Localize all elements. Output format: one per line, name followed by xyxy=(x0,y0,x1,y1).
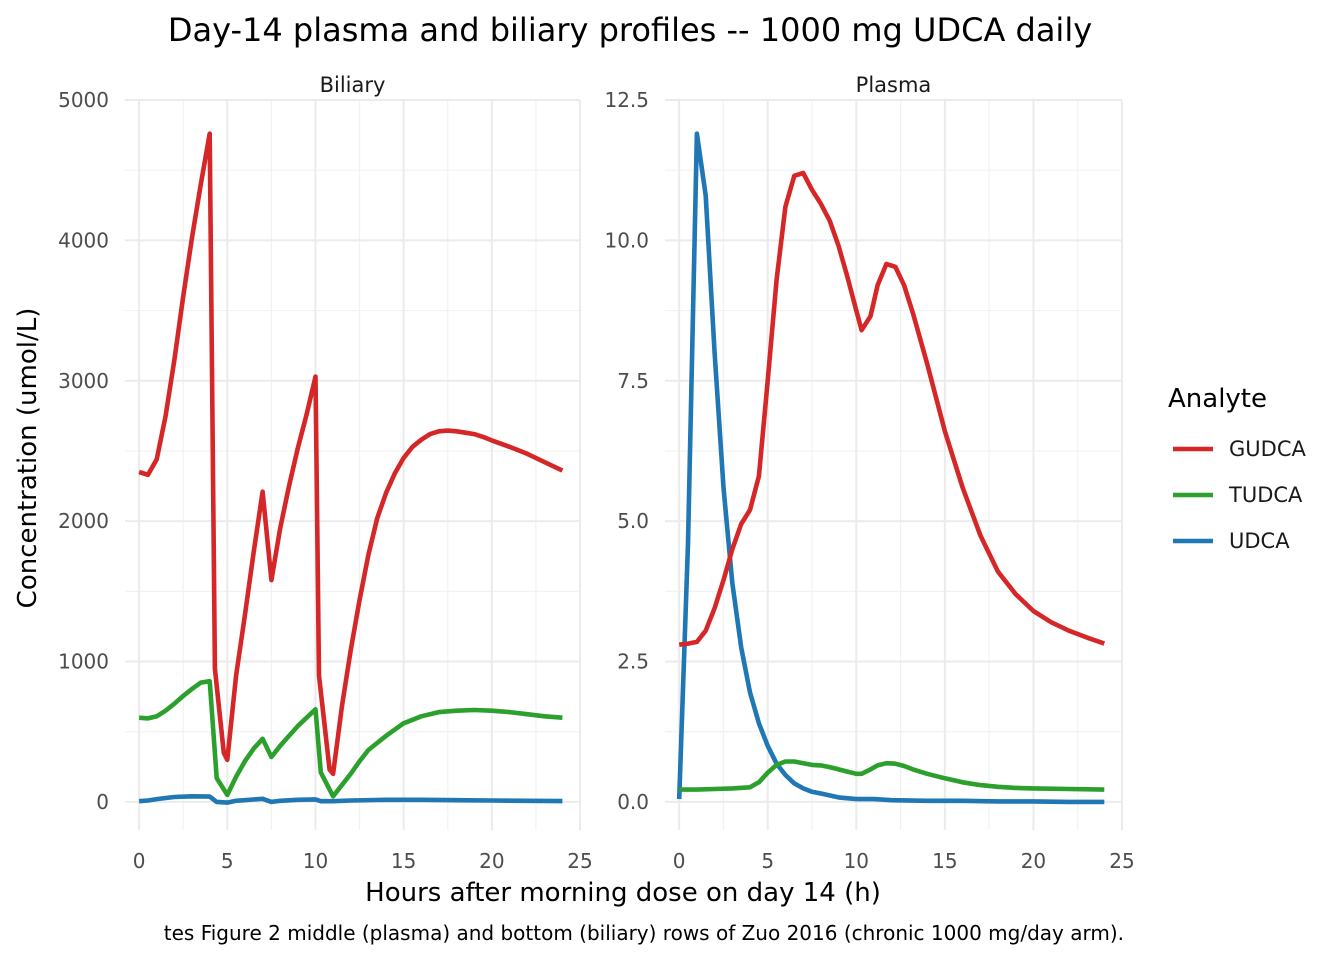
y-tick-label: 12.5 xyxy=(604,88,649,112)
legend-label-gudca: GUDCA xyxy=(1229,437,1306,461)
x-tick-label: 0 xyxy=(673,849,686,873)
panels: 0 5 10 15 20 25 0 1000 2000 3000 4000 5000 Biliary 0 5… xyxy=(58,73,1135,873)
strip-label-biliary: Biliary xyxy=(320,73,386,97)
x-tick-label: 15 xyxy=(932,849,957,873)
x-tick-label: 10 xyxy=(303,849,328,873)
panel-plasma: 0 5 10 15 20 25 0.0 2.5 5.0 7.5 10.0 12.5 Plasma xyxy=(604,73,1134,873)
x-tick-label: 20 xyxy=(479,849,504,873)
y-tick-label: 0 xyxy=(96,790,109,814)
series-line-biliary-tudca xyxy=(138,678,563,799)
y-axis-title: Concentration (umol/L) xyxy=(13,308,43,609)
y-tick-label: 4000 xyxy=(58,228,109,252)
y-tick-label: 10.0 xyxy=(604,228,649,252)
y-tick-label: 3000 xyxy=(58,369,109,393)
x-tick-label: 0 xyxy=(133,849,146,873)
legend: Analyte GUDCA TUDCA UDCA xyxy=(1168,384,1306,553)
series-line-biliary-udca xyxy=(138,794,563,805)
legend-label-tudca: TUDCA xyxy=(1228,483,1303,507)
series-line-plasma-tudca xyxy=(679,759,1105,792)
x-tick-label: 25 xyxy=(1109,849,1134,873)
y-tick-label: 1000 xyxy=(58,650,109,674)
x-tick-label: 5 xyxy=(761,849,774,873)
y-tick-label: 2.5 xyxy=(617,650,649,674)
y-tick-label: 0.0 xyxy=(617,790,649,814)
legend-title: Analyte xyxy=(1168,384,1267,414)
x-tick-label: 20 xyxy=(1021,849,1046,873)
strip-label-plasma: Plasma xyxy=(856,73,932,97)
chart-title: Day-14 plasma and biliary profiles -- 10… xyxy=(168,11,1092,49)
series-line-plasma-udca xyxy=(676,131,1105,805)
y-tick-label: 2000 xyxy=(58,509,109,533)
x-tick-label: 15 xyxy=(391,849,416,873)
caption: tes Figure 2 middle (plasma) and bottom … xyxy=(164,921,1124,945)
x-axis-title: Hours after morning dose on day 14 (h) xyxy=(365,878,881,908)
series-line-biliary-gudca xyxy=(138,131,564,777)
y-tick-label: 5.0 xyxy=(617,509,649,533)
panel-biliary: 0 5 10 15 20 25 0 1000 2000 3000 4000 5000 Biliary xyxy=(58,73,593,873)
x-tick-label: 5 xyxy=(221,849,234,873)
series-line-plasma-gudca xyxy=(678,170,1106,647)
x-tick-label: 10 xyxy=(844,849,869,873)
x-tick-label: 25 xyxy=(567,849,592,873)
y-tick-label: 5000 xyxy=(58,88,109,112)
y-tick-label: 7.5 xyxy=(617,369,649,393)
legend-label-udca: UDCA xyxy=(1229,529,1290,553)
